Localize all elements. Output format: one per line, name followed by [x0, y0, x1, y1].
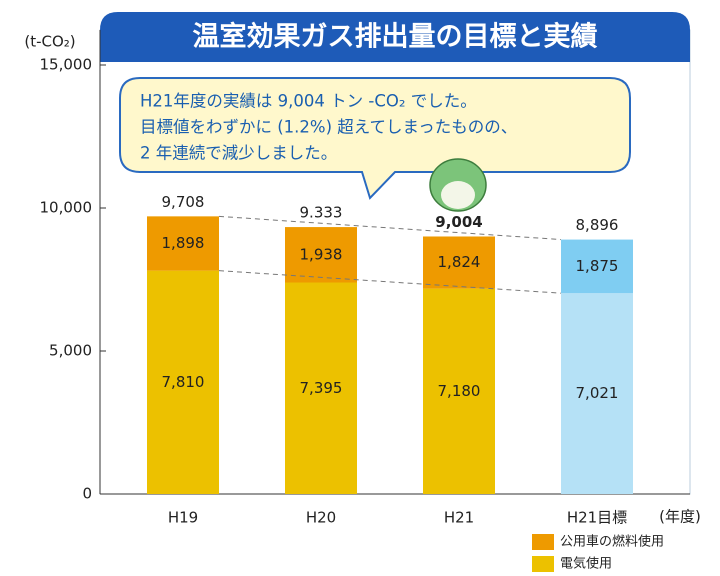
x-tick-label: H21 — [444, 509, 474, 527]
value-label: 1,898 — [162, 234, 205, 252]
legend-swatch — [532, 556, 554, 572]
x-axis-label: (年度) — [659, 508, 701, 526]
value-label: 7,395 — [300, 379, 343, 397]
y-axis-label: (t-CO₂) — [24, 33, 75, 51]
legend-label: 公用車の燃料使用 — [560, 534, 664, 550]
total-label: 9,004 — [435, 213, 482, 231]
annotation-line: 目標値をわずかに (1.2%) 超えてしまったものの、 — [140, 118, 517, 137]
x-tick-label: H19 — [168, 509, 198, 527]
mascot-belly — [441, 181, 475, 209]
y-tick-label: 5,000 — [49, 342, 92, 360]
chart-title: 温室効果ガス排出量の目標と実績 — [193, 21, 598, 53]
legend-swatch — [532, 534, 554, 550]
legend-label: 電気使用 — [560, 556, 612, 572]
value-label: 1,938 — [300, 245, 343, 263]
value-label: 7,180 — [438, 382, 481, 400]
x-tick-label: H20 — [306, 509, 336, 527]
y-tick-label: 0 — [82, 485, 92, 503]
total-label: 9,708 — [162, 193, 205, 211]
total-label: 8,896 — [576, 216, 619, 234]
chart: 温室効果ガス排出量の目標と実績 (t-CO₂) (年度) 0 5,000 10,00… — [0, 0, 720, 576]
value-label: 1,824 — [438, 253, 481, 271]
y-tick-label: 10,000 — [40, 199, 93, 217]
annotation-line: H21年度の実績は 9,004 トン -CO₂ でした。 — [140, 92, 477, 111]
value-label: 1,875 — [576, 257, 619, 275]
annotation-line: 2 年連続で減少しました。 — [140, 144, 337, 163]
total-label: 9.333 — [300, 204, 343, 222]
value-label: 7,021 — [576, 384, 619, 402]
y-tick-label: 15,000 — [40, 56, 93, 74]
x-tick-label: H21目標 — [567, 509, 627, 527]
value-label: 7,810 — [162, 373, 205, 391]
